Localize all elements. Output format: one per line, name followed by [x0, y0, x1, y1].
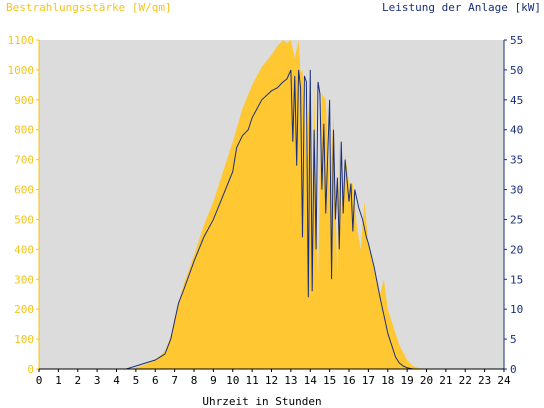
right-tick-label: 45: [510, 94, 523, 107]
x-tick-label: 21: [439, 374, 452, 387]
right-tick-label: 40: [510, 124, 523, 137]
x-tick-label: 14: [304, 374, 318, 387]
right-tick-label: 35: [510, 154, 523, 167]
x-tick-label: 9: [210, 374, 217, 387]
right-tick-label: 50: [510, 64, 523, 77]
right-tick-label: 5: [510, 333, 517, 346]
x-tick-label: 17: [362, 374, 375, 387]
series-layer: [39, 40, 504, 370]
left-axis-title: Bestrahlungsstärke [W/qm]: [6, 1, 172, 14]
x-tick-label: 2: [74, 374, 81, 387]
irradiance-area: [135, 40, 427, 369]
left-tick-label: 700: [14, 154, 34, 167]
x-tick-label: 5: [133, 374, 140, 387]
x-tick-label: 18: [381, 374, 394, 387]
power-line: [39, 69, 504, 370]
right-tick-label: 20: [510, 243, 523, 256]
x-tick-label: 13: [284, 374, 297, 387]
x-tick-label: 8: [191, 374, 198, 387]
right-tick-label: 15: [510, 273, 523, 286]
x-axis-title: Uhrzeit in Stunden: [202, 395, 321, 408]
x-tick-label: 22: [459, 374, 472, 387]
left-tick-label: 900: [14, 94, 34, 107]
left-tick-label: 800: [14, 124, 34, 137]
x-tick-label: 6: [152, 374, 159, 387]
left-tick-label: 1100: [8, 34, 35, 47]
x-tick-label: 23: [478, 374, 491, 387]
x-tick-label: 0: [36, 374, 43, 387]
x-tick-label: 3: [94, 374, 101, 387]
right-axis-title: Leistung der Anlage [kW]: [382, 1, 541, 14]
x-tick-label: 10: [226, 374, 239, 387]
right-tick-label: 55: [510, 34, 523, 47]
left-tick-label: 500: [14, 213, 34, 226]
left-tick-label: 400: [14, 243, 34, 256]
left-tick-label: 100: [14, 333, 34, 346]
right-tick-label: 30: [510, 184, 523, 197]
x-tick-label: 1: [55, 374, 62, 387]
left-tick-label: 200: [14, 303, 34, 316]
x-tick-label: 19: [401, 374, 414, 387]
right-tick-label: 10: [510, 303, 523, 316]
axes-layer: 0100200300400500600700800900100011000510…: [8, 34, 524, 387]
x-tick-label: 24: [497, 374, 511, 387]
left-tick-label: 300: [14, 273, 34, 286]
right-tick-label: 0: [510, 363, 517, 376]
x-tick-label: 4: [113, 374, 120, 387]
left-tick-label: 600: [14, 184, 34, 197]
left-tick-label: 0: [27, 363, 34, 376]
right-tick-label: 25: [510, 213, 523, 226]
x-tick-label: 11: [246, 374, 259, 387]
x-tick-label: 7: [171, 374, 178, 387]
left-tick-label: 1000: [8, 64, 35, 77]
x-tick-label: 15: [323, 374, 336, 387]
x-tick-label: 16: [342, 374, 355, 387]
x-tick-label: 20: [420, 374, 433, 387]
x-tick-label: 12: [265, 374, 278, 387]
